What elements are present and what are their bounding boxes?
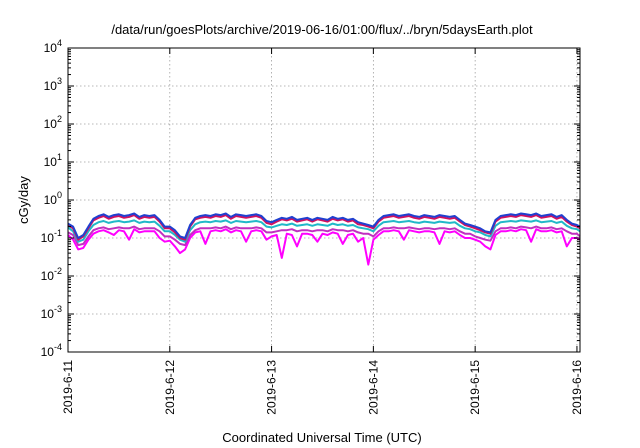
x-tick-labels: 2019-6-11 2019-6-12 2019-6-13 2019-6-14 2019… — [61, 360, 584, 415]
y-tick-label: 10-3 — [41, 304, 62, 321]
y-tick-exponent: 4 — [57, 38, 62, 48]
x-tick-label: 2019-6-14 — [366, 360, 380, 415]
series-lines — [67, 212, 581, 266]
series-line-4 — [67, 228, 581, 266]
x-tick-label: 2019-6-12 — [163, 360, 177, 415]
x-tick-label: 2019-6-11 — [61, 360, 75, 414]
y-tick-base: 10 — [44, 193, 58, 207]
y-tick-exponent: 1 — [57, 152, 62, 162]
y-tick-base: 10 — [41, 345, 55, 359]
y-tick-exponent: -1 — [54, 228, 62, 238]
series-line-1 — [67, 214, 581, 241]
series-line-0 — [67, 212, 581, 239]
x-tick-label: 2019-6-16 — [570, 360, 584, 415]
y-tick-label: 10-1 — [41, 228, 62, 245]
x-tick-label: 2019-6-13 — [265, 360, 279, 415]
y-tick-label: 10-4 — [41, 342, 62, 359]
y-tick-label: 100 — [44, 190, 62, 207]
y-tick-label: 104 — [44, 38, 62, 55]
y-tick-label: 102 — [44, 114, 62, 131]
y-tick-base: 10 — [44, 41, 58, 55]
y-tick-base: 10 — [41, 231, 55, 245]
y-tick-exponent: 3 — [57, 76, 62, 86]
x-tick-label: 2019-6-15 — [468, 360, 482, 415]
y-tick-exponent: -3 — [54, 304, 62, 314]
y-tick-exponent: 0 — [57, 190, 62, 200]
y-tick-base: 10 — [44, 117, 58, 131]
grid-lines — [67, 47, 580, 353]
y-tick-exponent: 2 — [57, 114, 62, 124]
series-line-3 — [67, 225, 581, 247]
y-tick-base: 10 — [41, 307, 55, 321]
series-line-2 — [67, 219, 581, 243]
y-axis-label: cGy/day — [16, 176, 31, 224]
x-axis-label: Coordinated Universal Time (UTC) — [222, 430, 421, 445]
y-tick-base: 10 — [44, 79, 58, 93]
axis-ticks — [67, 47, 580, 353]
y-tick-base: 10 — [41, 269, 55, 283]
y-tick-exponent: -2 — [54, 266, 62, 276]
y-tick-exponent: -4 — [54, 342, 62, 352]
y-tick-label: 101 — [44, 152, 62, 169]
y-tick-base: 10 — [44, 155, 58, 169]
y-tick-label: 103 — [44, 76, 62, 93]
chart-title: /data/run/goesPlots/archive/2019-06-16/0… — [111, 22, 533, 37]
y-tick-label: 10-2 — [41, 266, 62, 283]
